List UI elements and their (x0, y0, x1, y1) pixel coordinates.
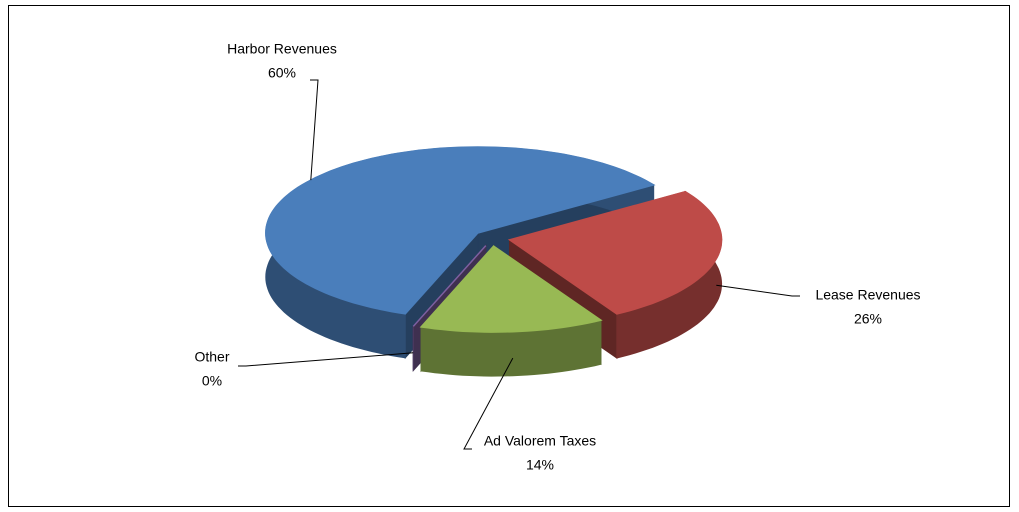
leader-line (463, 357, 514, 450)
leader-line (238, 352, 414, 367)
slice-value-label: 14% (526, 457, 554, 473)
slice-top (419, 245, 603, 333)
slice (419, 244, 603, 377)
slice-top (412, 245, 487, 327)
slice-label: Ad Valorem Taxes (484, 433, 596, 449)
slice-label: Lease Revenues (815, 287, 920, 303)
leader-line (716, 284, 800, 297)
slice-label: Other (194, 349, 229, 365)
slice-value-label: 60% (268, 65, 296, 81)
leader-line (310, 79, 319, 181)
slice-value-label: 26% (854, 311, 882, 327)
slice-label: Harbor Revenues (227, 41, 337, 57)
slice-value-label: 0% (202, 373, 222, 389)
slice-top (507, 190, 723, 315)
